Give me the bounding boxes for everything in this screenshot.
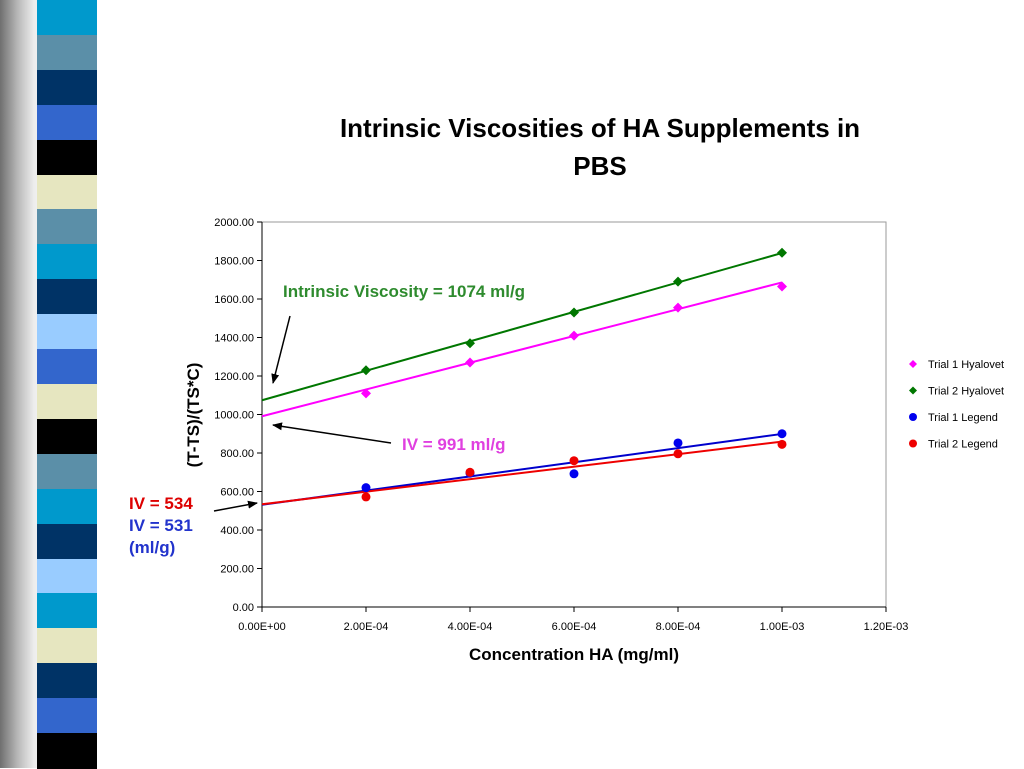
legend-label: Trial 1 Hyalovet — [928, 359, 1004, 371]
x-tick-label: 1.20E-03 — [864, 621, 909, 633]
slide-decoration — [0, 0, 120, 769]
data-point — [569, 469, 579, 479]
data-point — [569, 456, 579, 466]
y-tick-label: 1800.00 — [214, 256, 254, 268]
data-point — [465, 338, 475, 349]
arrow-1074 — [271, 315, 291, 384]
legend-marker — [909, 386, 917, 395]
stripe-segment — [37, 34, 97, 71]
legend-marker — [909, 360, 917, 368]
trendline — [261, 252, 783, 402]
y-tick-label: 2000.00 — [214, 217, 254, 229]
stripe-segment — [37, 418, 97, 455]
stripe-segment — [37, 733, 97, 769]
stripe-segment — [37, 523, 97, 560]
stripe-segment — [37, 593, 97, 630]
chart-title-line-1: Intrinsic Viscosities of HA Supplements … — [340, 113, 860, 143]
data-point — [777, 429, 787, 439]
data-point — [361, 483, 371, 493]
y-axis-label: (T-TS)/(TS*C) — [184, 363, 203, 468]
data-point — [361, 388, 371, 399]
arrow-991 — [272, 422, 392, 444]
stripe-segment — [37, 558, 97, 595]
y-tick-label: 1400.00 — [214, 333, 254, 345]
x-tick-label: 1.00E-03 — [760, 621, 805, 633]
stripe-segment — [37, 698, 97, 735]
data-point — [673, 302, 683, 313]
x-tick-label: 2.00E-04 — [344, 621, 389, 633]
data-point — [361, 492, 371, 502]
annotation-iv-531: IV = 531 — [129, 516, 193, 535]
stripe-segment — [37, 453, 97, 490]
legend-label: Trial 2 Legend — [928, 439, 998, 451]
trendline — [261, 281, 783, 418]
legend-marker — [909, 439, 917, 448]
stripe-segment — [37, 209, 97, 246]
y-tick-label: 1000.00 — [214, 410, 254, 422]
stripe-segment — [37, 139, 97, 176]
legend-marker — [909, 413, 917, 421]
data-point — [569, 330, 579, 341]
annotation-units: (ml/g) — [129, 538, 175, 557]
stripe-segment — [37, 174, 97, 211]
x-tick-label: 8.00E-04 — [656, 621, 701, 633]
legend-label: Trial 1 Legend — [928, 412, 998, 424]
y-tick-label: 1600.00 — [214, 294, 254, 306]
stripe-segment — [37, 0, 97, 36]
stripe-segment — [37, 104, 97, 141]
legend: Trial 1 Hyalovet Trial 2 Hyalovet Trial 1 … — [909, 359, 1004, 451]
y-tick-label: 1200.00 — [214, 371, 254, 383]
data-point — [777, 281, 787, 292]
arrow-534 — [213, 500, 258, 512]
y-tick-label: 600.00 — [220, 487, 254, 499]
stripe-segment — [37, 69, 97, 106]
data-point — [673, 276, 683, 287]
chart-title-line-2: PBS — [573, 151, 626, 181]
stripe-segment — [37, 314, 97, 351]
y-tick-label: 400.00 — [220, 525, 254, 537]
stripe-segment — [37, 628, 97, 665]
legend-label: Trial 2 Hyalovet — [928, 386, 1004, 398]
y-axis: 0.00 200.00 400.00 600.00 800.00 1000.00 1200.… — [214, 217, 263, 614]
data-point — [569, 307, 579, 318]
stripe-segment — [37, 488, 97, 525]
stripe-segment — [37, 349, 97, 385]
trendlines — [261, 252, 783, 506]
annotation-iv-991: IV = 991 ml/g — [402, 435, 505, 454]
y-tick-label: 800.00 — [220, 448, 254, 460]
decorative-stripe-column — [37, 0, 97, 769]
data-point — [673, 449, 683, 459]
data-points — [361, 247, 787, 502]
plot-area — [261, 221, 887, 608]
x-tick-label: 0.00E+00 — [238, 621, 285, 633]
data-point — [777, 247, 787, 258]
annotation-intrinsic-viscosity-1074: Intrinsic Viscosity = 1074 ml/g — [283, 282, 525, 301]
x-axis-label: Concentration HA (mg/ml) — [469, 645, 679, 664]
data-point — [673, 438, 683, 448]
data-point — [777, 439, 787, 449]
y-tick-label: 0.00 — [233, 602, 254, 614]
y-tick-label: 200.00 — [220, 564, 254, 576]
data-point — [465, 357, 475, 368]
trendline — [261, 440, 783, 506]
stripe-segment — [37, 244, 97, 281]
x-tick-label: 4.00E-04 — [448, 621, 493, 633]
x-tick-label: 6.00E-04 — [552, 621, 597, 633]
data-point — [361, 365, 371, 376]
data-point — [465, 467, 475, 477]
stripe-segment — [37, 663, 97, 700]
stripe-segment — [37, 384, 97, 420]
stripe-segment — [37, 279, 97, 316]
x-axis: 0.00E+00 2.00E-04 4.00E-04 6.00E-04 8.00E-04… — [238, 606, 909, 633]
annotation-iv-534: IV = 534 — [129, 494, 193, 513]
